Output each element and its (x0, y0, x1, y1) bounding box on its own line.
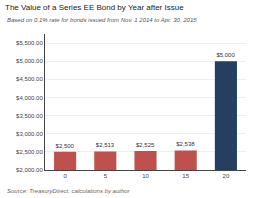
svg-text:$2,000.00: $2,000.00 (16, 167, 43, 173)
svg-text:5: 5 (104, 173, 108, 179)
svg-text:20: 20 (223, 173, 230, 179)
svg-text:$5,000.00: $5,000.00 (16, 58, 43, 64)
svg-text:$5,500.00: $5,500.00 (16, 40, 43, 46)
svg-text:15: 15 (182, 173, 189, 179)
svg-text:$2,500: $2,500 (56, 143, 75, 149)
svg-text:$2,538: $2,538 (176, 141, 195, 147)
svg-text:Source: TreasuryDirect, calcul: Source: TreasuryDirect, calculations by … (7, 188, 131, 194)
svg-text:$5,000: $5,000 (216, 52, 235, 58)
svg-text:$4,500.00: $4,500.00 (16, 76, 43, 82)
svg-text:10: 10 (142, 173, 149, 179)
svg-text:0: 0 (63, 173, 67, 179)
svg-text:The Value of a Series EE Bond: The Value of a Series EE Bond by Year af… (5, 3, 184, 12)
svg-text:$2,500.00: $2,500.00 (16, 149, 43, 155)
svg-text:$3,000.00: $3,000.00 (16, 131, 43, 137)
svg-text:$2,525: $2,525 (136, 142, 155, 148)
svg-text:$2,513: $2,513 (96, 142, 115, 148)
svg-text:$4,000.00: $4,000.00 (16, 95, 43, 101)
svg-text:Based on 0.1% rate for bonds i: Based on 0.1% rate for bonds issued from… (7, 17, 197, 23)
svg-text:$3,500.00: $3,500.00 (16, 113, 43, 119)
